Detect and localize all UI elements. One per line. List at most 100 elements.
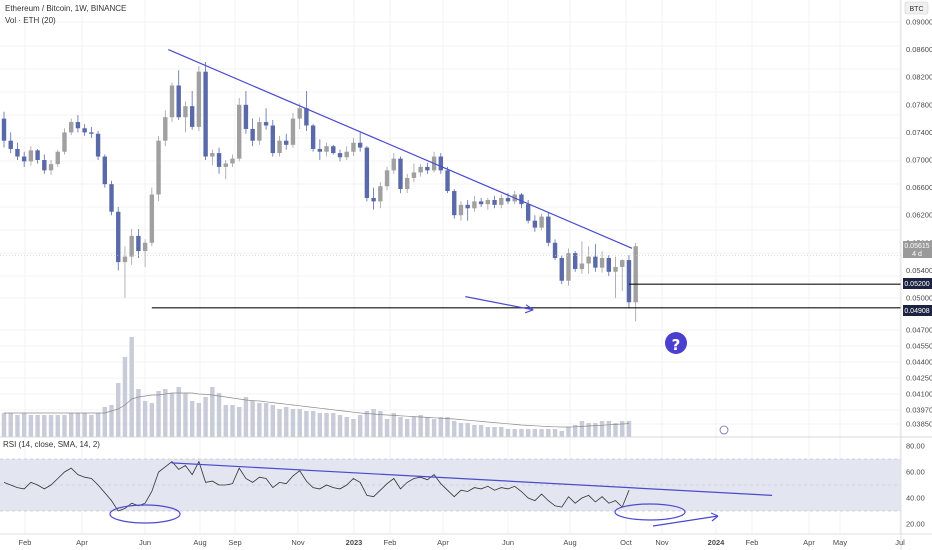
support-upper-tag: 0.05200 [903, 278, 932, 289]
candle-body [21, 156, 27, 162]
price-tick-label: 0.06600 [906, 183, 932, 192]
candle-body [149, 194, 155, 243]
volume-bar [620, 421, 625, 437]
volume-bar [297, 409, 302, 437]
candle-body [62, 132, 67, 152]
volume-bar [626, 421, 632, 437]
candle-body [445, 170, 450, 192]
candle-body [452, 191, 457, 216]
support-upper-value: 0.05200 [904, 281, 929, 288]
candle-body [505, 197, 511, 202]
candle-body [438, 156, 443, 171]
volume-scroll-icon[interactable] [719, 425, 729, 435]
candle-body [331, 146, 336, 154]
countdown-value: 4 d [912, 251, 922, 258]
candle-body [290, 118, 296, 145]
candles[interactable] [1, 62, 638, 322]
price-arrow-shaft [465, 296, 534, 311]
rsi-legend[interactable]: RSI (14, close, SMA, 14, 2) [3, 440, 100, 449]
price-tick-label: 0.04700 [906, 326, 932, 335]
candle-body [405, 177, 410, 189]
candle-body [116, 211, 121, 263]
volume-bar [69, 413, 74, 437]
volume-bar [452, 421, 457, 437]
volume-bar [35, 415, 40, 437]
candle-body [55, 151, 60, 165]
question-mark: ? [672, 336, 681, 354]
price-tick-label: 0.04100 [906, 390, 932, 399]
question-badge[interactable]: ? [665, 332, 687, 354]
candle-body [559, 257, 564, 281]
price-tick-label: 0.05400 [906, 266, 932, 275]
candle-body [391, 158, 396, 171]
candle-body [317, 148, 323, 152]
candle-body [324, 146, 329, 152]
candle-body [163, 117, 168, 141]
rsi-arrow-shaft [652, 515, 719, 527]
volume-bars [1, 337, 632, 437]
time-tick-label: Aug [563, 538, 576, 547]
price-axis[interactable]: 0.09000 0.08600 0.08200 0.07800 0.07400 0.070… [906, 18, 932, 429]
rsi-tick-label: 20.00 [906, 520, 925, 529]
rsi-tick-label: 60.00 [906, 468, 925, 477]
volume-bar [485, 427, 491, 437]
time-axis[interactable]: Feb Apr Jun Aug Sep Nov 2023 Feb Apr Jun Aug Oct Nov… [19, 538, 906, 547]
symbol-title[interactable]: Ethereum / Bitcoin, 1W, BINANCE [5, 4, 126, 13]
candle-body [136, 235, 141, 252]
candle-body [28, 150, 34, 162]
volume-bar [1, 413, 7, 437]
volume-bar [519, 429, 524, 437]
volume-bar [599, 421, 605, 437]
rsi-tick-label: 40.00 [906, 494, 925, 503]
candle-body [15, 148, 20, 157]
volume-bar [505, 429, 511, 437]
price-arrow-head [524, 304, 534, 314]
volume-bar [156, 391, 161, 437]
candle-body [277, 140, 282, 154]
price-tick-label: 0.07000 [906, 156, 932, 165]
time-tick-label: Sep [228, 538, 241, 547]
volume-bar [559, 431, 564, 437]
volume-bar [189, 401, 195, 437]
volume-legend[interactable]: Vol · ETH (20) [5, 16, 56, 25]
candle-body [499, 197, 504, 205]
currency-badge[interactable] [904, 1, 929, 15]
time-tick-label: Nov [291, 538, 305, 547]
rsi-axis[interactable]: 80.00 60.00 40.00 20.00 [906, 442, 925, 529]
candle-body [566, 253, 571, 281]
candle-body [82, 128, 87, 133]
candle-body [599, 257, 605, 268]
candle-body [263, 122, 269, 126]
candle-body [552, 242, 558, 258]
volume-bar [169, 393, 175, 437]
volume-bar [109, 405, 114, 437]
candle-body [626, 260, 632, 303]
volume-bar [62, 415, 67, 437]
volume-ma-line [4, 392, 630, 428]
volume-bar [438, 417, 443, 437]
last-price-value: 0.05615 [904, 243, 929, 250]
candle-body [425, 166, 430, 171]
volume-bar [216, 393, 222, 437]
volume-bar [525, 429, 531, 437]
candle-body [109, 184, 114, 212]
candle-body [593, 256, 598, 268]
price-tick-label: 0.03970 [906, 406, 932, 415]
candle-body [196, 71, 202, 127]
volume-bar [478, 425, 484, 437]
volume-bar [331, 413, 336, 437]
time-tick-label: Apr [437, 538, 449, 547]
price-tick-label: 0.07800 [906, 100, 932, 109]
volume-bar [75, 413, 81, 437]
candle-body [183, 106, 188, 118]
candle-body [586, 256, 591, 264]
candle-body [378, 186, 383, 202]
volume-bar [431, 419, 437, 437]
candle-body [310, 125, 316, 149]
volume-bar [378, 411, 383, 437]
time-tick-label: Apr [803, 538, 815, 547]
candle-body [613, 266, 618, 272]
candle-body [458, 204, 464, 216]
candle-body [364, 147, 370, 198]
candle-body [243, 104, 249, 129]
